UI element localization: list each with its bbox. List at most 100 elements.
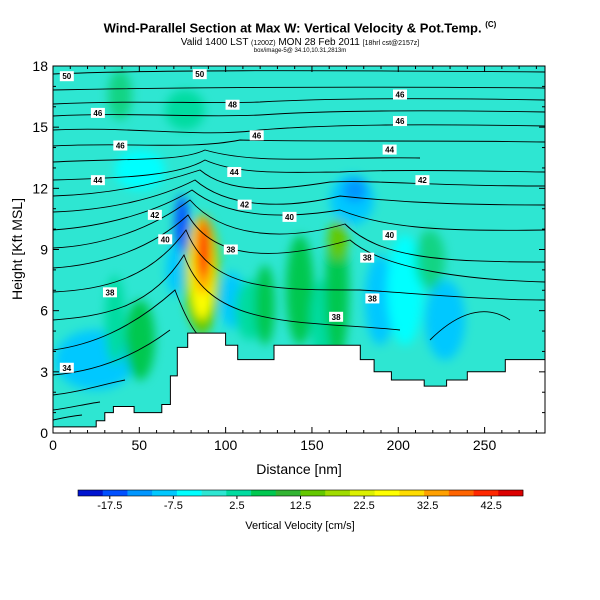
chart-meta: box/image-5@ 34.10,10.31,2813m (253, 48, 347, 54)
isentrope-label-box (382, 144, 397, 155)
field-blob (108, 70, 132, 120)
isentrope-label-box (382, 230, 397, 241)
field-blob (286, 235, 314, 345)
isentrope-label: 40 (285, 213, 294, 222)
colorbar-swatch (300, 490, 326, 496)
isentrope-label-box (147, 209, 162, 220)
isentrope-line (53, 159, 545, 181)
isentrope-label: 40 (161, 235, 170, 244)
isentrope-label: 34 (62, 364, 71, 373)
isentrope-line (429, 311, 511, 341)
isentrope-label-box (227, 167, 242, 178)
colorbar-tick-label: 22.5 (353, 500, 374, 512)
x-tick-label: 250 (473, 437, 497, 453)
isentrope-label: 42 (240, 201, 249, 210)
isentrope-label: 40 (385, 231, 394, 240)
terrain (52, 332, 546, 434)
x-axis-label: Distance [nm] (256, 461, 342, 477)
isentrope-line (53, 401, 101, 411)
isentrope-label-box (59, 71, 74, 82)
x-tick-label: 100 (214, 437, 238, 453)
isentrope-label: 46 (93, 109, 102, 118)
isentrope-label: 44 (230, 168, 239, 177)
field-blob (343, 178, 367, 202)
colorbar-swatch (275, 490, 301, 496)
isentrope-label: 38 (106, 288, 115, 297)
isentrope-label-box (192, 69, 207, 80)
colorbar-swatch (78, 490, 104, 496)
field-blob (328, 220, 348, 260)
colorbar-tick-label: -7.5 (164, 500, 183, 512)
colorbar-swatch (498, 490, 524, 496)
isentrope-line (53, 110, 545, 117)
colorbar-swatch (374, 490, 400, 496)
y-tick-label: 9 (40, 242, 48, 258)
y-axis: 0 3 6 9 12 15 18 (32, 58, 545, 441)
velocity-field (55, 70, 465, 390)
colorbar-swatch (473, 490, 499, 496)
field-blob (415, 230, 445, 290)
colorbar-swatch (102, 490, 128, 496)
chart-subtitle: Valid 1400 LST (1200Z) MON 28 Feb 2011 [… (0, 37, 600, 48)
colorbar-swatch (251, 490, 277, 496)
x-tick-label: 200 (387, 437, 411, 453)
isentrope-label-box (158, 234, 173, 245)
isentrope-label: 46 (252, 131, 261, 140)
colorbar-swatch (226, 490, 252, 496)
isentrope-label-box (59, 362, 74, 373)
colorbar-swatch (349, 490, 375, 496)
y-tick-label: 0 (40, 425, 48, 441)
isentrope-line (53, 329, 171, 376)
y-tick-label: 12 (32, 180, 48, 196)
colorbar-swatch (399, 490, 425, 496)
isentrope-labels: 50 50 48 46 46 46 46 46 44 44 44 42 42 42 40 40 40 38 38 38… (59, 69, 430, 373)
isentrope-line (53, 149, 421, 163)
field-blob (255, 265, 275, 345)
isentrope-line (53, 86, 545, 91)
isentrope-line (53, 253, 401, 331)
isentrope-label-box (329, 311, 344, 322)
field-blob (105, 275, 125, 365)
colorbar-swatch (152, 490, 178, 496)
field-blob (125, 300, 155, 380)
field-blob (165, 90, 205, 130)
isentrope-label-box (90, 175, 105, 186)
field-blob (115, 150, 165, 190)
isentrope-label: 50 (62, 72, 71, 81)
colorbar-swatch (127, 490, 153, 496)
isentrope-line (53, 189, 545, 231)
y-axis-label: Height [Kft MSL] (9, 198, 25, 300)
isentrope-line (53, 379, 126, 396)
isentrope-label: 44 (93, 176, 102, 185)
colorbar-swatch (448, 490, 474, 496)
isentrope-label: 46 (396, 91, 405, 100)
isentrope-label-box (392, 89, 407, 100)
isentrope-label-box (249, 130, 264, 141)
isentrope-label: 38 (226, 246, 235, 255)
chart-title-text: Wind-Parallel Section at Max W: Vertical… (103, 20, 482, 36)
isentrope-label-box (223, 244, 238, 255)
subtitle-run: [18hrl cst@2157z] (362, 40, 420, 47)
isentrope-label-box (392, 116, 407, 127)
x-axis: 0 50 100 150 200 250 (49, 66, 537, 453)
y-tick-label: 6 (40, 303, 48, 319)
isentrope-label: 42 (418, 176, 427, 185)
colorbar-tick-label: 32.5 (417, 500, 438, 512)
isentrope-label: 48 (228, 101, 237, 110)
x-tick-label: 50 (132, 437, 148, 453)
colorbar-tick-label: 12.5 (290, 500, 311, 512)
colorbar-tick-label: -17.5 (97, 500, 122, 512)
isentrope-label-box (415, 175, 430, 186)
chart-title-tag: (C) (485, 20, 497, 29)
isentrope-label-box (90, 107, 105, 118)
isentrope-label-box (113, 140, 128, 151)
isentrope-label: 38 (368, 294, 377, 303)
isentrope-line (53, 229, 545, 301)
y-tick-label: 18 (32, 58, 48, 74)
subtitle-date: MON 28 Feb 2011 (278, 37, 360, 48)
terrain-profile (52, 332, 546, 434)
isentrope-line (53, 214, 545, 283)
colorbar-swatch (176, 490, 202, 496)
isentrope-label: 42 (150, 211, 159, 220)
colorbar: -17.5 -7.5 2.5 12.5 22.5 32.5 42.5 (77, 489, 524, 512)
